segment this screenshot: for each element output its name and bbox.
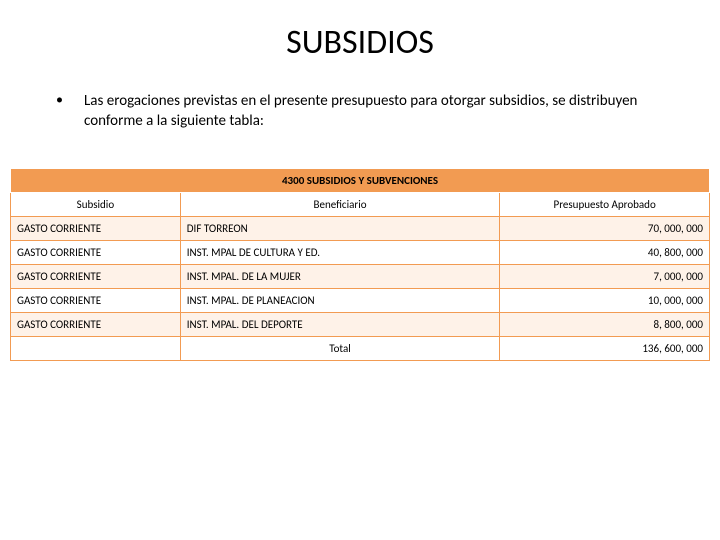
- subsidios-table: 4300 SUBSIDIOS Y SUBVENCIONES Subsidio B…: [10, 168, 710, 361]
- col-subsidio: Subsidio: [11, 192, 181, 216]
- table-banner-row: 4300 SUBSIDIOS Y SUBVENCIONES: [11, 168, 710, 192]
- cell-subsidio: GASTO CORRIENTE: [11, 288, 181, 312]
- bullet-text: Las erogaciones previstas en el presente…: [84, 91, 680, 132]
- intro-bullet: • Las erogaciones previstas en el presen…: [0, 91, 720, 132]
- table-total-row: Total 136, 600, 000: [11, 336, 710, 360]
- col-presupuesto: Presupuesto Aprobado: [500, 192, 710, 216]
- table-row: GASTO CORRIENTE INST. MPAL. DE LA MUJER …: [11, 264, 710, 288]
- cell-total-amount: 136, 600, 000: [500, 336, 710, 360]
- col-beneficiario: Beneficiario: [180, 192, 499, 216]
- page-title: SUBSIDIOS: [0, 0, 720, 91]
- cell-total-left: [11, 336, 181, 360]
- cell-beneficiario: INST. MPAL. DE PLANEACION: [180, 288, 499, 312]
- table-row: GASTO CORRIENTE INST. MPAL. DE PLANEACIO…: [11, 288, 710, 312]
- cell-beneficiario: INST. MPAL DE CULTURA Y ED.: [180, 240, 499, 264]
- cell-presupuesto: 8, 800, 000: [500, 312, 710, 336]
- cell-subsidio: GASTO CORRIENTE: [11, 216, 181, 240]
- cell-subsidio: GASTO CORRIENTE: [11, 264, 181, 288]
- table-banner: 4300 SUBSIDIOS Y SUBVENCIONES: [11, 168, 710, 192]
- cell-presupuesto: 70, 000, 000: [500, 216, 710, 240]
- table-row: GASTO CORRIENTE INST. MPAL. DEL DEPORTE …: [11, 312, 710, 336]
- cell-presupuesto: 40, 800, 000: [500, 240, 710, 264]
- bullet-dot: •: [56, 91, 84, 132]
- table-header-row: Subsidio Beneficiario Presupuesto Aproba…: [11, 192, 710, 216]
- cell-beneficiario: DIF TORREON: [180, 216, 499, 240]
- cell-subsidio: GASTO CORRIENTE: [11, 240, 181, 264]
- cell-beneficiario: INST. MPAL. DEL DEPORTE: [180, 312, 499, 336]
- table-row: GASTO CORRIENTE DIF TORREON 70, 000, 000: [11, 216, 710, 240]
- cell-total-label: Total: [180, 336, 499, 360]
- cell-presupuesto: 7, 000, 000: [500, 264, 710, 288]
- cell-presupuesto: 10, 000, 000: [500, 288, 710, 312]
- cell-beneficiario: INST. MPAL. DE LA MUJER: [180, 264, 499, 288]
- cell-subsidio: GASTO CORRIENTE: [11, 312, 181, 336]
- table-row: GASTO CORRIENTE INST. MPAL DE CULTURA Y …: [11, 240, 710, 264]
